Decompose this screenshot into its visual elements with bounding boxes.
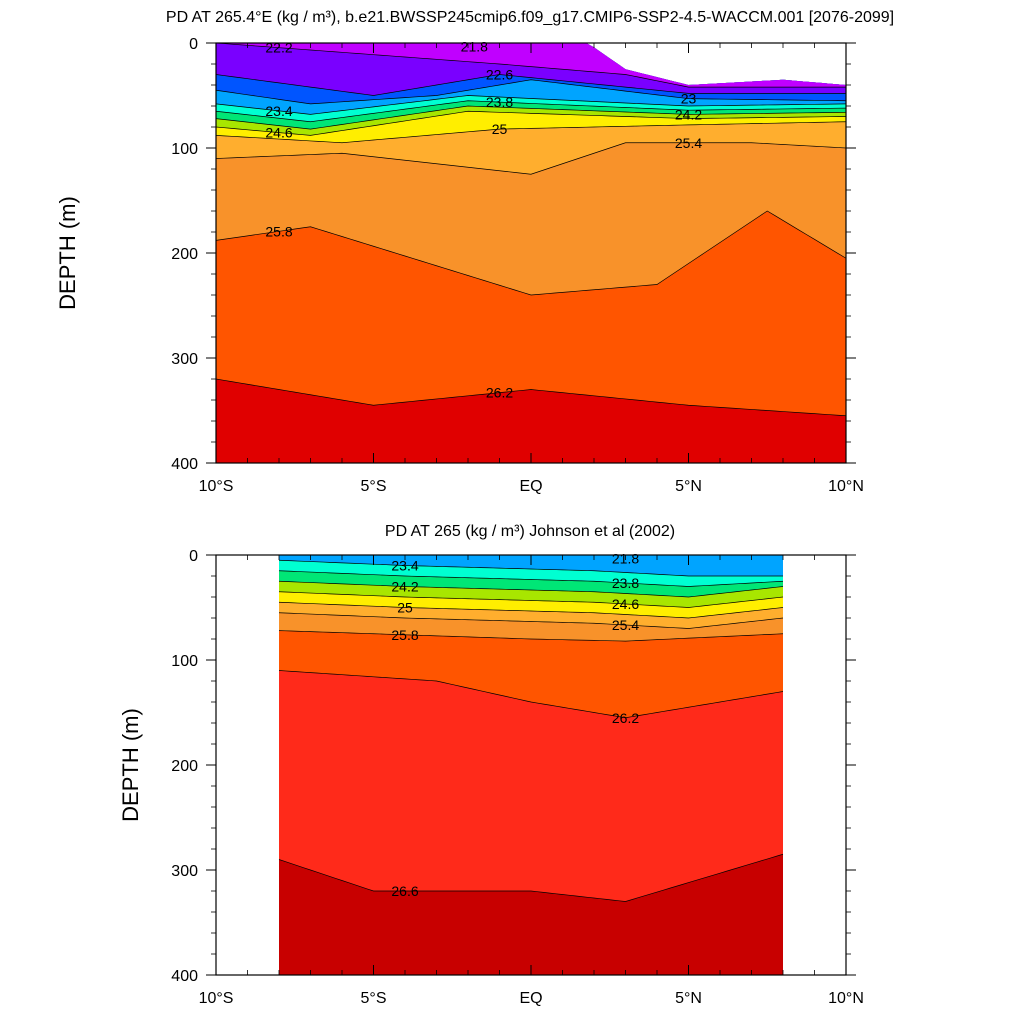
isopycnal-line: [215, 74, 846, 96]
contour-label: 21.8: [461, 38, 488, 54]
isopycnal-line: [215, 105, 847, 130]
isopycnal-line: [215, 79, 847, 105]
contour-label: 25.4: [675, 135, 702, 151]
contour-label: 23.8: [612, 575, 639, 591]
isopycnal-line: [215, 100, 847, 123]
contour-label: 22.6: [486, 67, 513, 83]
isopycnal-line: [215, 121, 847, 144]
density-band: [279, 555, 783, 576]
contour-label: 24.2: [391, 579, 418, 595]
isopycnal-line: [278, 559, 783, 577]
x-tick-label: EQ: [519, 478, 542, 495]
panel-2-ylabel: DEPTH (m): [118, 708, 143, 822]
isopycnal-line: [215, 142, 847, 175]
isopycnal-line: [278, 591, 784, 608]
density-band: [216, 43, 846, 96]
isopycnal-line: [215, 210, 847, 296]
density-band: [216, 43, 846, 88]
isopycnal-line: [278, 570, 784, 587]
x-tick-label: 10°S: [199, 478, 234, 495]
contour-label: 23.4: [391, 558, 418, 574]
contour-label: 26.2: [612, 710, 639, 726]
panel-2-title: PD AT 265 (kg / m³) Johnson et al (2002): [385, 523, 675, 540]
y-tick-label: 100: [171, 653, 198, 670]
x-tick-label: 5°N: [675, 990, 702, 1007]
isopycnal-line: [278, 630, 784, 642]
y-tick-label: 100: [171, 141, 198, 158]
contour-label: 23.8: [486, 94, 513, 110]
x-tick-label: 10°S: [199, 990, 234, 1007]
x-tick-label: 5°S: [361, 478, 387, 495]
contour-label: 23.4: [265, 103, 292, 119]
panel-1-ylabel: DEPTH (m): [55, 196, 80, 310]
contour-label: 25.8: [391, 627, 418, 643]
y-tick-label: 200: [171, 758, 198, 775]
panel-2-ticks: 10°S 5°S EQ 5°N 10°N 0 100 200 300 400: [171, 548, 864, 1007]
isopycnal-line: [278, 612, 784, 629]
panel-1-title-text: PD AT 265.4°E (kg / m³), b.e21.BWSSP245c…: [166, 9, 894, 26]
contour-label: 25.4: [612, 617, 639, 633]
isopycnal-line: [278, 601, 784, 619]
panel-2-title-text: PD AT 265 (kg / m³) Johnson et al (2002): [385, 523, 675, 540]
isopycnal-line: [215, 95, 847, 115]
y-tick-label: 300: [171, 863, 198, 880]
y-tick-label: 200: [171, 246, 198, 263]
panel-model: PD AT 265.4°E (kg / m³), b.e21.BWSSP245c…: [55, 9, 894, 495]
panel-1-ticks: 10°S 5°S EQ 5°N 10°N 0 100 200 300 400: [171, 36, 864, 495]
x-tick-label: 10°N: [828, 990, 864, 1007]
y-tick-label: 0: [189, 548, 198, 565]
isopycnal-line: [278, 580, 784, 598]
contour-label: 24.6: [612, 596, 639, 612]
x-tick-label: 5°S: [361, 990, 387, 1007]
y-tick-label: 300: [171, 351, 198, 368]
contour-label: 24.6: [265, 125, 292, 141]
contour-label: 24.2: [675, 106, 702, 122]
panel-1-title: PD AT 265.4°E (kg / m³), b.e21.BWSSP245c…: [166, 9, 894, 26]
isopycnal-line: [278, 853, 784, 902]
contour-label: 25.8: [265, 223, 292, 239]
y-tick-label: 400: [171, 968, 198, 985]
contour-label: 26.2: [486, 385, 513, 401]
isopycnal-line: [215, 110, 847, 136]
panel-observations: PD AT 265 (kg / m³) Johnson et al (2002)…: [118, 523, 864, 1007]
y-tick-label: 400: [171, 456, 198, 473]
y-tick-label: 0: [189, 36, 198, 53]
contour-label: 25: [492, 121, 508, 137]
isopycnal-line: [215, 42, 846, 88]
contour-label: 25: [397, 600, 413, 616]
contour-label: 23: [681, 91, 697, 107]
contour-label: 26.6: [391, 883, 418, 899]
x-tick-label: 5°N: [675, 478, 702, 495]
isopycnal-line: [215, 378, 847, 417]
isopycnal-line: [278, 670, 784, 719]
x-tick-label: 10°N: [828, 478, 864, 495]
x-tick-label: EQ: [519, 990, 542, 1007]
